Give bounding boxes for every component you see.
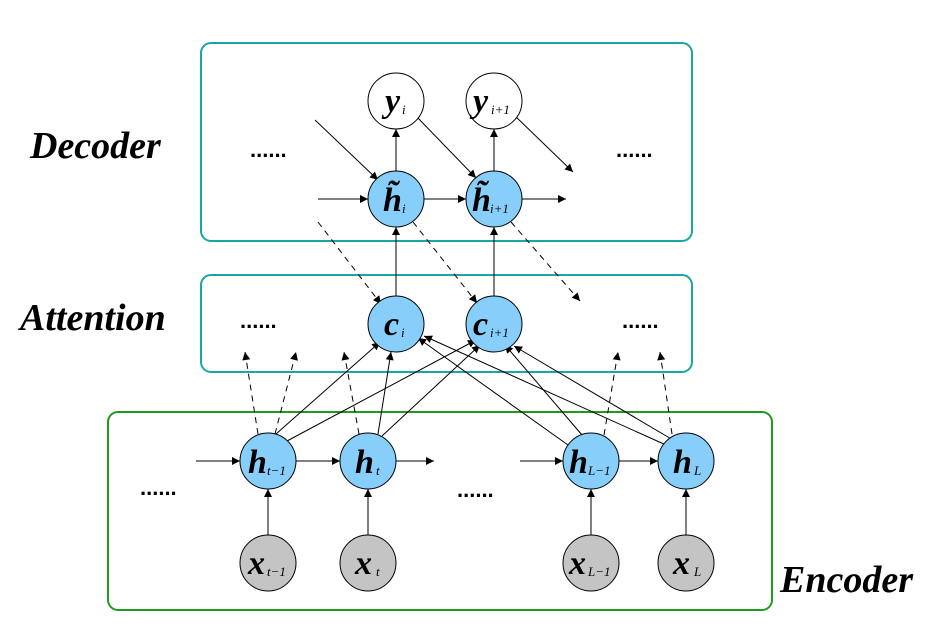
node-h-Lm1-var: h [569, 444, 588, 481]
node-h-t-sub: t [376, 463, 380, 478]
node-ht-i1-circle [465, 170, 523, 228]
node-c-i1: c i+1 [465, 295, 523, 353]
node-h-L-var: h [673, 444, 692, 481]
node-y-i: y i [367, 72, 425, 130]
edge-ht-i1-to-next [510, 221, 581, 302]
decoder-ellipsis-right: ...... [616, 137, 653, 162]
node-h-t-circle [339, 432, 397, 490]
edge-h-tm1-to-c-i [275, 341, 381, 435]
node-h-L-circle [657, 432, 715, 490]
edge-h-L-to-c-i1 [513, 345, 674, 441]
node-c-i: c i [367, 295, 425, 353]
edge-y-i1-out [513, 114, 574, 173]
edge-h-t-to-c-i1 [381, 344, 481, 437]
edge-prev-state-to-c-i [317, 221, 382, 305]
edge-ht-i-to-c-i1 [412, 221, 478, 304]
node-x-tm1-circle [239, 534, 297, 592]
edge-h-tm1-to-c-i1 [286, 339, 477, 442]
node-x-t-var: x [354, 545, 372, 582]
node-h-L-sub: L [693, 463, 701, 478]
edge-y-i-to-ht-i1 [414, 114, 477, 179]
node-y-i1: y i+1 [465, 72, 523, 130]
node-x-Lm1-sub: L−1 [587, 564, 611, 579]
node-x-t-sub: t [376, 564, 380, 579]
decoder-label: Decoder [29, 125, 162, 167]
node-y-i1-sub: i+1 [491, 102, 510, 117]
node-x-L-circle [657, 534, 715, 592]
edge-h-t-to-c-i [377, 351, 394, 435]
node-x-L-var: x [672, 545, 690, 582]
node-h-Lm1-sub: L−1 [587, 463, 611, 478]
node-ht-i-circle [367, 170, 425, 228]
node-c-i1-var: c [473, 306, 488, 343]
node-ht-i1-var: h̃ [472, 181, 491, 219]
edge-h-L-to-c-i [423, 335, 667, 446]
node-h-t: h t [339, 432, 397, 490]
node-x-Lm1-circle [562, 534, 620, 592]
node-x-t: x t [339, 534, 397, 592]
node-h-tm1-circle [239, 432, 297, 490]
encoder-box [107, 411, 773, 611]
node-y-i1-var: y [469, 83, 489, 120]
node-x-tm1-var: x [247, 545, 265, 582]
node-c-i-circle [367, 295, 425, 353]
node-c-i1-sub: i+1 [490, 325, 509, 340]
decoder-box [200, 42, 693, 242]
edge-h-Lm1-to-c-i [417, 337, 569, 446]
node-x-L-sub: L [693, 564, 701, 579]
node-h-L: h L [657, 432, 715, 490]
node-x-t-circle [339, 534, 397, 592]
edge-group [196, 114, 690, 535]
edge-h-tm1-to-attn-1 [242, 351, 259, 435]
decoder-ellipsis-left: ...... [250, 137, 287, 162]
node-group: y i y i+1 h̃ i h̃ i+1 c i c i+1 [239, 72, 715, 592]
node-ht-i: h̃ i [367, 170, 425, 228]
node-x-Lm1-var: x [568, 545, 586, 582]
encoder-label: Encoder [779, 559, 914, 601]
node-h-Lm1-circle [562, 432, 620, 490]
attention-label: Attention [18, 297, 166, 339]
node-x-Lm1: x L−1 [562, 534, 620, 592]
edge-h-Lm1-to-attn [603, 351, 621, 436]
node-y-i-circle [367, 72, 425, 130]
attention-box [200, 274, 693, 373]
node-x-tm1-sub: t−1 [267, 564, 286, 579]
node-h-Lm1: h L−1 [562, 432, 620, 490]
node-h-tm1-sub: t−1 [267, 463, 286, 478]
node-ht-i-var: h̃ [383, 181, 402, 219]
node-h-tm1: h t−1 [239, 432, 297, 490]
node-ht-i1-sub: i+1 [490, 201, 509, 216]
node-ht-i1: h̃ i+1 [465, 170, 523, 228]
edge-h-tm1-to-attn-2 [274, 351, 298, 435]
node-y-i1-circle [465, 72, 523, 130]
encoder-ellipsis-middle: ...... [457, 477, 494, 502]
node-c-i1-circle [465, 295, 523, 353]
node-x-L: x L [657, 534, 715, 592]
node-y-i-sub: i [402, 102, 406, 117]
node-y-i-var: y [381, 83, 401, 120]
node-ht-i-sub: i [402, 201, 406, 216]
edge-prev-y-to-ht-i [314, 119, 379, 181]
node-c-i-var: c [384, 306, 399, 343]
attention-ellipsis-right: ...... [622, 308, 659, 333]
node-h-tm1-var: h [248, 444, 267, 481]
node-c-i-sub: i [401, 325, 405, 340]
edge-h-L-to-attn [657, 351, 673, 435]
node-x-tm1: x t−1 [239, 534, 297, 592]
edge-h-t-to-attn [341, 351, 360, 435]
attention-ellipsis-left: ...... [240, 308, 277, 333]
node-h-t-var: h [355, 444, 374, 481]
encoder-ellipsis-left: ...... [140, 475, 177, 500]
